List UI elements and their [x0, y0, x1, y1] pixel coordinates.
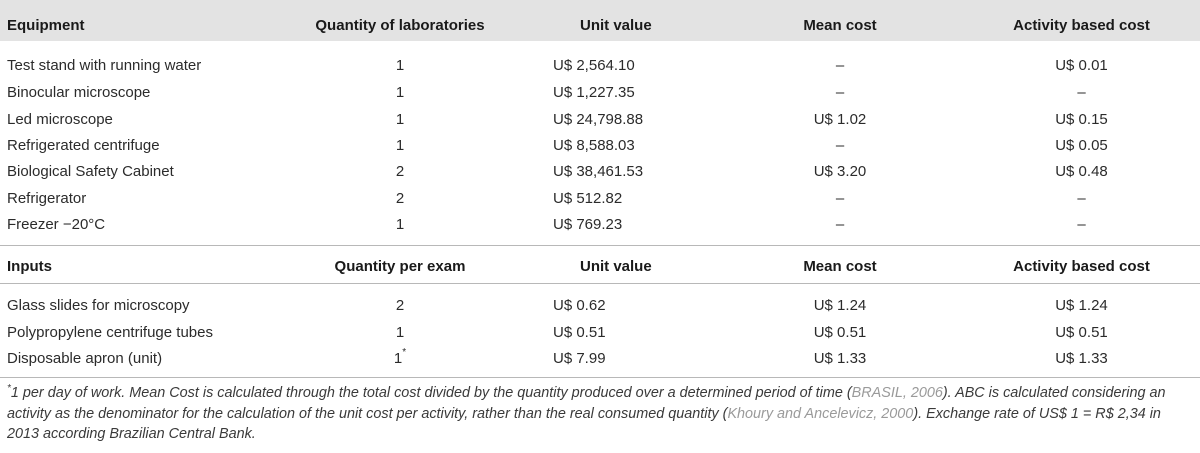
activity-based-cost: –	[1077, 84, 1086, 101]
table-row: Refrigerator 2 U$ 512.82 – –	[0, 186, 1200, 212]
mean-cost: –	[835, 84, 845, 101]
section-divider	[0, 245, 1200, 246]
unit-value: U$ 38,461.53	[553, 163, 644, 180]
unit-value: U$ 0.62	[553, 297, 606, 314]
quantity: 1	[395, 137, 405, 154]
activity-based-cost: U$ 1.24	[1055, 297, 1108, 314]
table-row: Led microscope 1 U$ 24,798.88 U$ 1.02 U$…	[0, 107, 1200, 133]
input-name: Disposable apron (unit)	[7, 350, 163, 367]
header-inputs: Inputs	[7, 258, 52, 275]
footnote-text-1: 1 per day of work. Mean Cost is calculat…	[10, 385, 852, 401]
unit-value: U$ 769.23	[553, 216, 623, 233]
mean-cost: –	[835, 190, 845, 207]
unit-value: U$ 2,564.10	[553, 57, 635, 74]
activity-based-cost: U$ 0.15	[1055, 111, 1108, 128]
table-footnote: *1 per day of work. Mean Cost is calcula…	[7, 383, 1192, 445]
input-name: Glass slides for microscopy	[7, 297, 190, 314]
activity-based-cost: U$ 0.51	[1055, 324, 1108, 341]
equipment-name: Test stand with running water	[7, 57, 202, 74]
table-row: Biological Safety Cabinet 2 U$ 38,461.53…	[0, 159, 1200, 185]
activity-based-cost: U$ 0.48	[1055, 163, 1108, 180]
header-quantity-of-laboratories: Quantity of laboratories	[315, 17, 485, 34]
header-mean-cost: Mean cost	[803, 17, 877, 34]
quantity: 1	[395, 57, 405, 74]
unit-value: U$ 0.51	[553, 324, 606, 341]
mean-cost: U$ 1.02	[813, 111, 867, 128]
header-quantity-per-exam: Quantity per exam	[334, 258, 466, 275]
header-unit-value: Unit value	[580, 17, 652, 34]
footnote-text-2: ). ABC is calculated considering an acti…	[7, 385, 1166, 422]
equipment-name: Freezer −20°C	[7, 216, 106, 233]
citation-link-brasil-2006[interactable]: BRASIL, 2006	[851, 385, 943, 401]
header-activity-based-cost: Activity based cost	[1013, 17, 1150, 34]
mean-cost: –	[835, 137, 845, 154]
equipment-name: Refrigerated centrifuge	[7, 137, 160, 154]
unit-value: U$ 8,588.03	[553, 137, 635, 154]
quantity: 1	[395, 216, 405, 233]
quantity: 1	[395, 84, 405, 101]
header-mean-cost: Mean cost	[803, 258, 877, 275]
equipment-name: Refrigerator	[7, 190, 87, 207]
inputs-header-row: Inputs Quantity per exam Unit value Mean…	[0, 253, 1200, 281]
table-row: Glass slides for microscopy 2 U$ 0.62 U$…	[0, 293, 1200, 319]
unit-value: U$ 512.82	[553, 190, 623, 207]
activity-based-cost: –	[1077, 216, 1086, 233]
mean-cost: U$ 1.33	[813, 350, 867, 367]
mean-cost: –	[835, 57, 845, 74]
unit-value: U$ 1,227.35	[553, 84, 635, 101]
table-row: Disposable apron (unit) 1* U$ 7.99 U$ 1.…	[0, 346, 1200, 372]
equipment-name: Led microscope	[7, 111, 113, 128]
footnote-marker: *	[7, 383, 11, 394]
mean-cost: –	[835, 216, 845, 233]
mean-cost: U$ 3.20	[813, 163, 867, 180]
activity-based-cost: –	[1077, 190, 1086, 207]
activity-based-cost: U$ 0.05	[1055, 137, 1108, 154]
mean-cost: U$ 0.51	[813, 324, 867, 341]
input-name: Polypropylene centrifuge tubes	[7, 324, 213, 341]
quantity: 1	[395, 324, 405, 341]
activity-based-cost: U$ 0.01	[1055, 57, 1108, 74]
header-unit-value: Unit value	[580, 258, 652, 275]
mean-cost: U$ 1.24	[813, 297, 867, 314]
table-row: Test stand with running water 1 U$ 2,564…	[0, 53, 1200, 79]
quantity: 1*	[393, 347, 407, 367]
quantity: 2	[395, 297, 405, 314]
table-row: Polypropylene centrifuge tubes 1 U$ 0.51…	[0, 320, 1200, 346]
quantity-footnote-mark: *	[402, 347, 407, 358]
equipment-header-row: Equipment Quantity of laboratories Unit …	[0, 12, 1200, 40]
quantity: 2	[395, 190, 405, 207]
quantity: 2	[395, 163, 405, 180]
activity-based-cost: U$ 1.33	[1055, 350, 1108, 367]
equipment-name: Biological Safety Cabinet	[7, 163, 174, 180]
equipment-name: Binocular microscope	[7, 84, 151, 101]
unit-value: U$ 24,798.88	[553, 111, 644, 128]
table-row: Freezer −20°C 1 U$ 769.23 – –	[0, 212, 1200, 238]
table-row: Binocular microscope 1 U$ 1,227.35 – –	[0, 80, 1200, 106]
header-equipment: Equipment	[7, 17, 85, 34]
quantity: 1	[395, 111, 405, 128]
equipment-header-band	[0, 0, 1200, 41]
unit-value: U$ 7.99	[553, 350, 606, 367]
footnote-text-3: ). Exchange rate of US$ 1 = R$ 2,34 in 2…	[7, 405, 1161, 443]
table-bottom-rule	[0, 377, 1200, 378]
citation-link-khoury-2000[interactable]: Khoury and Ancelevicz, 2000	[727, 405, 914, 422]
header-divider	[0, 283, 1200, 284]
table-row: Refrigerated centrifuge 1 U$ 8,588.03 – …	[0, 133, 1200, 159]
header-activity-based-cost: Activity based cost	[1013, 258, 1150, 275]
